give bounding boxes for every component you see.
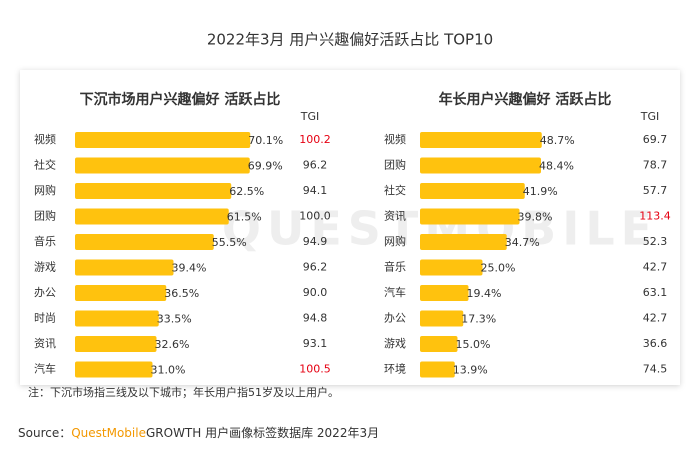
value-label: 70.1% — [248, 134, 283, 147]
tgi-value: 90.0 — [303, 286, 328, 299]
category-label: 办公 — [34, 286, 56, 299]
category-label: 游戏 — [34, 261, 56, 274]
tgi-value: 94.1 — [303, 184, 328, 197]
panel-title: 年长用户兴趣偏好 活跃占比 — [439, 91, 612, 108]
value-label: 36.5% — [164, 287, 199, 300]
value-label: 39.8% — [518, 211, 553, 224]
bar — [75, 208, 229, 225]
tgi-header: TGI — [300, 110, 320, 123]
bar — [420, 259, 483, 276]
value-label: 34.7% — [505, 236, 540, 249]
category-label: 视频 — [34, 132, 56, 146]
tgi-value: 93.1 — [303, 337, 328, 350]
category-label: 环境 — [384, 362, 406, 376]
category-label: 汽车 — [384, 285, 406, 299]
note: 注：下沉市场指三线及以下城市；年长用户指51岁及以上用户。 — [28, 385, 339, 399]
value-label: 48.7% — [540, 134, 575, 147]
value-label: 41.9% — [523, 185, 558, 198]
panel-title: 下沉市场用户兴趣偏好 活跃占比 — [80, 91, 281, 108]
value-label: 39.4% — [172, 262, 207, 275]
category-label: 时尚 — [34, 311, 56, 325]
tgi-value: 36.6 — [643, 337, 668, 350]
category-label: 社交 — [384, 183, 406, 197]
bar — [420, 132, 542, 148]
tgi-value: 96.2 — [303, 261, 328, 274]
page-title: 2022年3月 用户兴趣偏好活跃占比 TOP10 — [207, 31, 493, 49]
category-label: 资讯 — [384, 210, 406, 223]
category-label: 音乐 — [34, 234, 56, 248]
category-label: 游戏 — [384, 337, 406, 350]
bar — [75, 132, 251, 148]
bar — [420, 336, 458, 352]
category-label: 网购 — [34, 183, 56, 197]
tgi-value: 113.4 — [639, 210, 671, 223]
tgi-value: 100.5 — [299, 363, 331, 376]
value-label: 61.5% — [227, 211, 262, 224]
bar — [75, 285, 167, 301]
value-label: 62.5% — [229, 185, 264, 198]
source-text: GROWTH 用户画像标签数据库 2022年3月 — [146, 425, 379, 440]
value-label: 15.0% — [456, 338, 491, 351]
value-label: 69.9% — [248, 160, 283, 173]
category-label: 网购 — [384, 234, 406, 248]
tgi-header: TGI — [640, 110, 660, 123]
category-label: 视频 — [384, 132, 406, 146]
bar — [420, 183, 525, 199]
tgi-value: 100.2 — [299, 133, 331, 146]
value-label: 25.0% — [481, 262, 516, 275]
value-label: 48.4% — [539, 160, 574, 173]
panel — [20, 70, 680, 385]
category-label: 资讯 — [34, 337, 56, 350]
bar — [75, 157, 250, 174]
bar — [75, 234, 214, 250]
tgi-value: 57.7 — [643, 184, 668, 197]
category-label: 汽车 — [34, 362, 56, 376]
value-label: 33.5% — [157, 313, 192, 326]
bar — [75, 259, 174, 276]
tgi-value: 42.7 — [643, 312, 668, 325]
category-label: 办公 — [384, 312, 406, 325]
bar — [75, 361, 153, 378]
bar — [75, 183, 232, 199]
value-label: 13.9% — [453, 364, 488, 377]
bar — [420, 310, 464, 327]
tgi-value: 42.7 — [643, 261, 668, 274]
bar — [75, 310, 159, 327]
tgi-value: 100.0 — [299, 210, 331, 223]
tgi-value: 63.1 — [643, 286, 668, 299]
tgi-value: 52.3 — [643, 235, 668, 248]
bar — [75, 336, 157, 352]
bar — [420, 361, 455, 378]
bar — [420, 234, 507, 250]
plots: 下沉市场用户兴趣偏好 活跃占比 TGI 视频 70.1% 100.2 社交 69.9% 96.… — [34, 91, 671, 378]
category-label: 团购 — [384, 158, 406, 172]
tgi-value: 96.2 — [303, 159, 328, 172]
value-label: 31.0% — [151, 364, 186, 377]
bar — [420, 208, 520, 225]
value-label: 32.6% — [155, 338, 190, 351]
value-label: 19.4% — [467, 287, 502, 300]
value-label: 55.5% — [212, 236, 247, 249]
value-label: 17.3% — [461, 313, 496, 326]
source-brand: QuestMobile — [71, 426, 146, 440]
category-label: 团购 — [34, 209, 56, 223]
source-label: Source： — [18, 426, 71, 440]
tgi-value: 94.9 — [303, 235, 328, 248]
category-label: 音乐 — [384, 260, 406, 274]
tgi-value: 74.5 — [643, 363, 668, 376]
source: Source：QuestMobileGROWTH 用户画像标签数据库 2022年… — [18, 425, 379, 440]
tgi-value: 94.8 — [303, 312, 328, 325]
tgi-value: 78.7 — [643, 159, 668, 172]
bar — [420, 285, 469, 301]
bar — [420, 157, 541, 174]
category-label: 社交 — [34, 158, 56, 172]
tgi-value: 69.7 — [643, 133, 668, 146]
